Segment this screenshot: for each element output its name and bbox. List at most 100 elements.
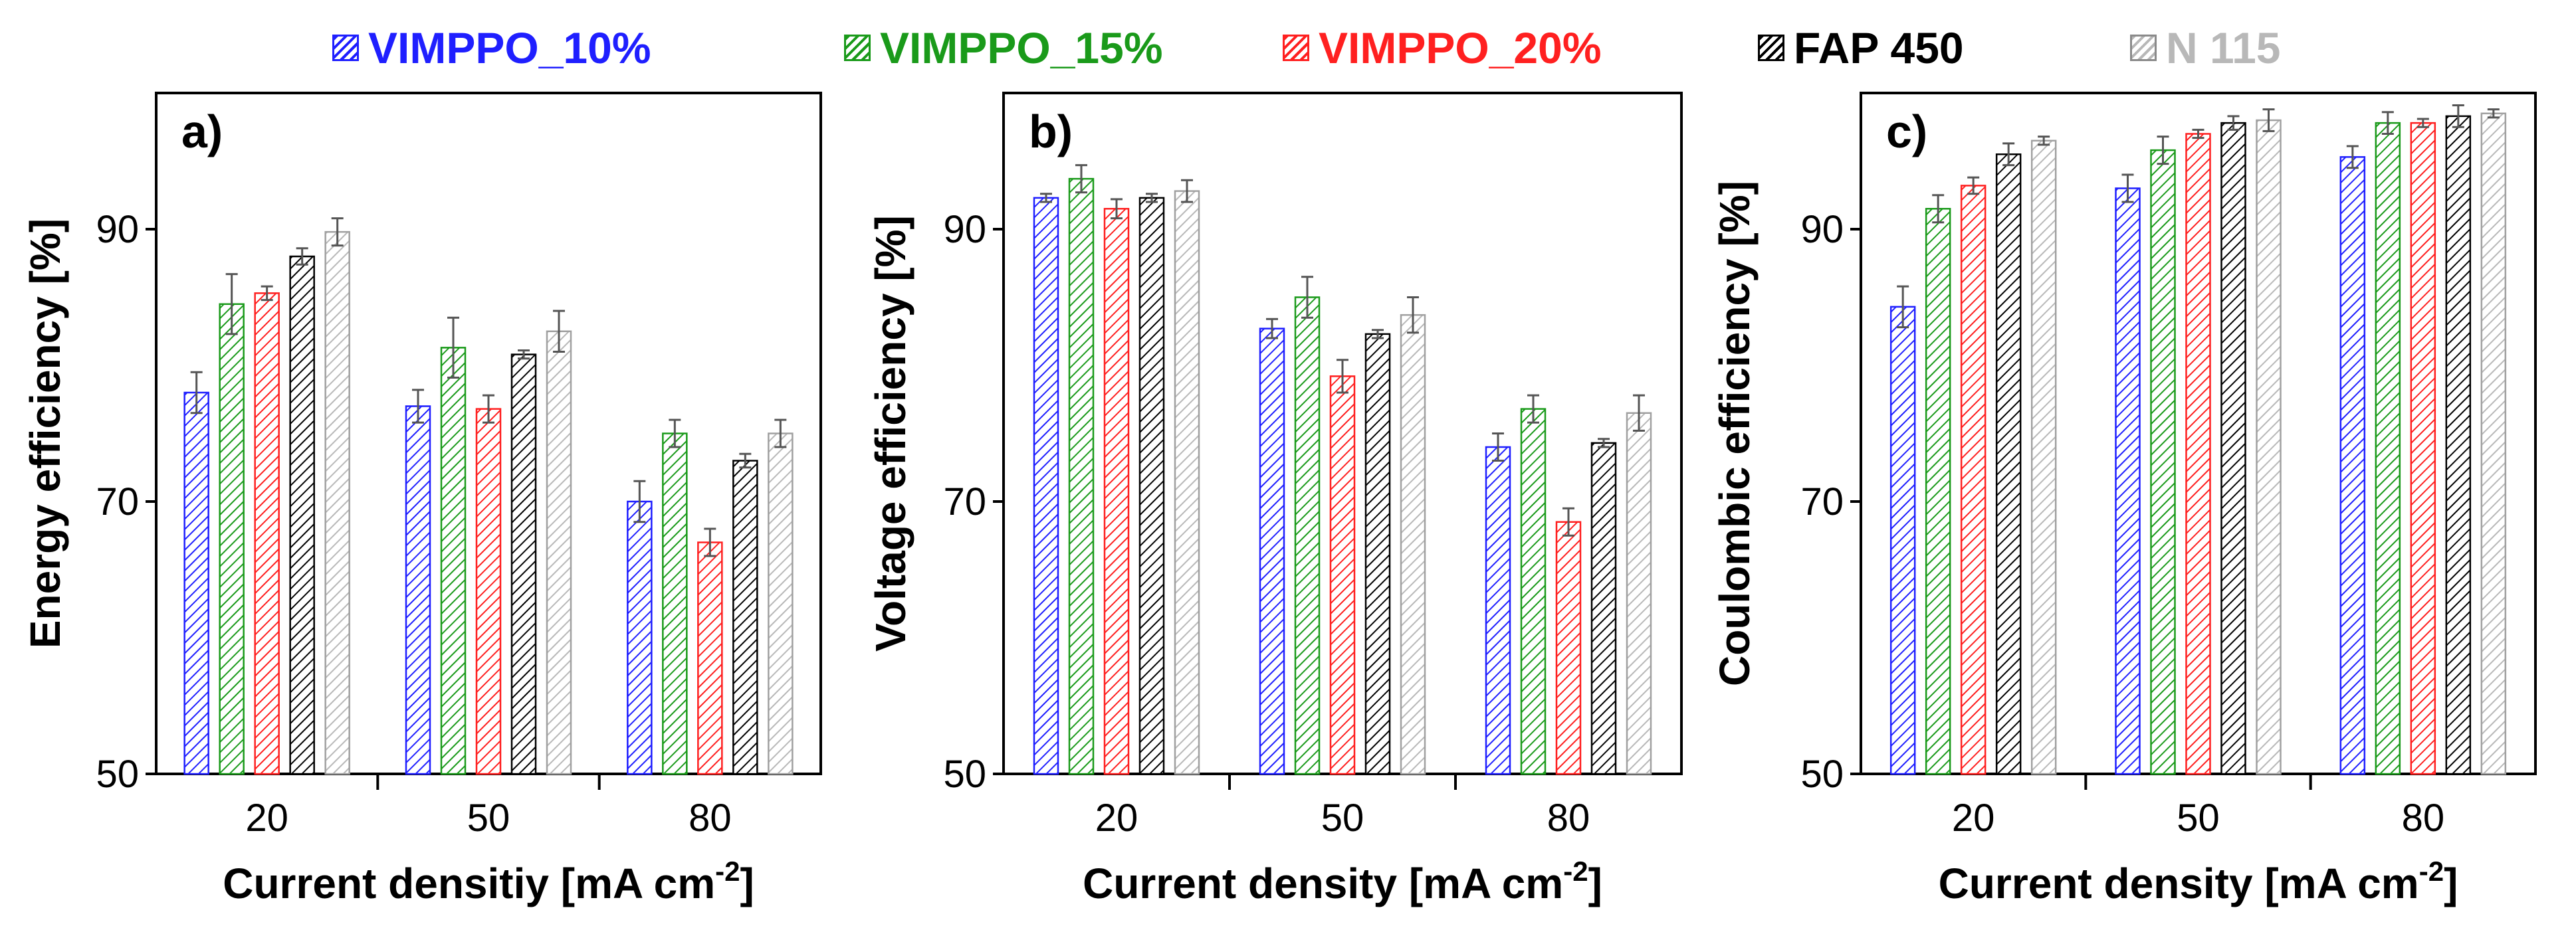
bar [1294, 296, 1321, 775]
bar [183, 391, 209, 775]
bar [697, 541, 723, 775]
x-axis-label-sup: -2 [2419, 856, 2444, 887]
error-bar [447, 316, 459, 379]
legend-label: VIMPPO_15% [880, 23, 1163, 72]
error-bar [1407, 296, 1419, 334]
y-tick-label: 90 [1800, 208, 1844, 251]
error-bar [774, 418, 787, 448]
bar [254, 292, 280, 775]
bar [732, 460, 758, 775]
bar [2030, 139, 2057, 775]
y-tick-label: 70 [1800, 480, 1844, 523]
error-bar [1266, 318, 1278, 339]
x-axis-label-main: Current densitiy [mA cm [223, 860, 715, 907]
x-axis-label-main: Current density [mA cm [1939, 860, 2419, 907]
bar [1329, 375, 1356, 775]
error-bar [553, 310, 565, 353]
bar [289, 255, 315, 775]
bar [1138, 197, 1165, 775]
bar [219, 303, 245, 775]
bar [1626, 412, 1652, 775]
error-bar [1301, 276, 1313, 319]
bar [662, 432, 688, 775]
legend-swatch [332, 35, 359, 61]
legend-swatch [2130, 35, 2157, 61]
bar [2220, 122, 2246, 775]
legend-swatch [1283, 35, 1309, 61]
bar [768, 432, 794, 775]
error-bar [2227, 115, 2240, 131]
error-bar [190, 371, 203, 415]
error-bar [2346, 145, 2359, 169]
error-bar [1492, 432, 1504, 462]
bar [1925, 208, 1951, 775]
error-bar [1337, 359, 1348, 394]
bar [405, 405, 431, 775]
x-axis-label: Current density [mA cm-2] [1939, 856, 2458, 907]
error-bar [483, 394, 494, 424]
bar [2256, 119, 2282, 775]
x-tick-label: 20 [245, 796, 288, 840]
bar [324, 231, 350, 775]
y-tick-label: 90 [96, 208, 139, 251]
error-bar [1633, 394, 1645, 432]
error-bar [1146, 193, 1158, 203]
error-bar [1181, 179, 1193, 203]
bar [510, 353, 537, 775]
error-bar [633, 480, 646, 523]
x-axis-label-main: Current density [mA cm [1083, 860, 1563, 907]
legend-label: N 115 [2166, 23, 2281, 72]
bar [1520, 408, 1547, 775]
legend-item: VIMPPO_20% [1283, 15, 1602, 81]
y-axis-label: Energy efficiency [%] [21, 219, 69, 648]
x-tick-label: 50 [467, 796, 510, 840]
bar [2410, 122, 2436, 775]
legend-item: VIMPPO_10% [332, 15, 651, 81]
error-bar [1040, 193, 1052, 203]
x-axis-label: Current densitiy [mA cm-2] [223, 856, 754, 907]
bar [1400, 314, 1426, 775]
y-tick-label: 90 [943, 208, 986, 251]
legend-label: FAP 450 [1794, 23, 1964, 72]
error-bar [669, 418, 681, 448]
legend-swatch [1758, 35, 1784, 61]
legend-label: VIMPPO_10% [368, 23, 651, 72]
error-bar [2121, 173, 2134, 203]
panel-label: c) [1886, 106, 1927, 157]
bar [1364, 333, 1391, 775]
error-bar [331, 217, 344, 247]
bar [1590, 442, 1617, 775]
y-axis-label: Voltage efficiency [%] [867, 215, 914, 652]
chart-panel-a: 50 70 90 Energy efficiency [%] a) 20 50 80 Curre… [21, 92, 822, 907]
error-bar [704, 527, 716, 557]
error-bar [1111, 198, 1123, 220]
x-axis-label-sup: -2 [715, 856, 740, 887]
x-axis-label-sup: -2 [1563, 856, 1588, 887]
error-bar [2038, 136, 2050, 146]
bar [2150, 149, 2176, 775]
y-axis-label: Coulombic efficiency [%] [1711, 181, 1759, 686]
error-bar [2487, 108, 2500, 119]
error-bar [1527, 394, 1539, 424]
bar [2115, 187, 2141, 775]
error-bar [739, 452, 752, 469]
bar [2480, 112, 2507, 775]
error-bar [1932, 194, 1945, 224]
x-tick-label: 50 [2177, 796, 2220, 840]
bar [1259, 327, 1285, 775]
x-tick-label: 80 [2402, 796, 2445, 840]
legend-swatch [844, 35, 871, 61]
error-bar [412, 389, 424, 424]
y-tick-label: 50 [96, 753, 139, 796]
x-tick-label: 50 [1321, 796, 1364, 840]
x-axis-label-end: ] [740, 860, 754, 907]
bar [2445, 115, 2472, 775]
error-bar [2262, 108, 2275, 132]
bar [1174, 190, 1200, 775]
legend-item: FAP 450 [1758, 15, 1964, 81]
error-bar [1562, 507, 1574, 537]
bar [2339, 156, 2366, 775]
bar [1103, 208, 1130, 775]
panel-label: b) [1029, 106, 1073, 157]
bar [1033, 197, 1059, 775]
